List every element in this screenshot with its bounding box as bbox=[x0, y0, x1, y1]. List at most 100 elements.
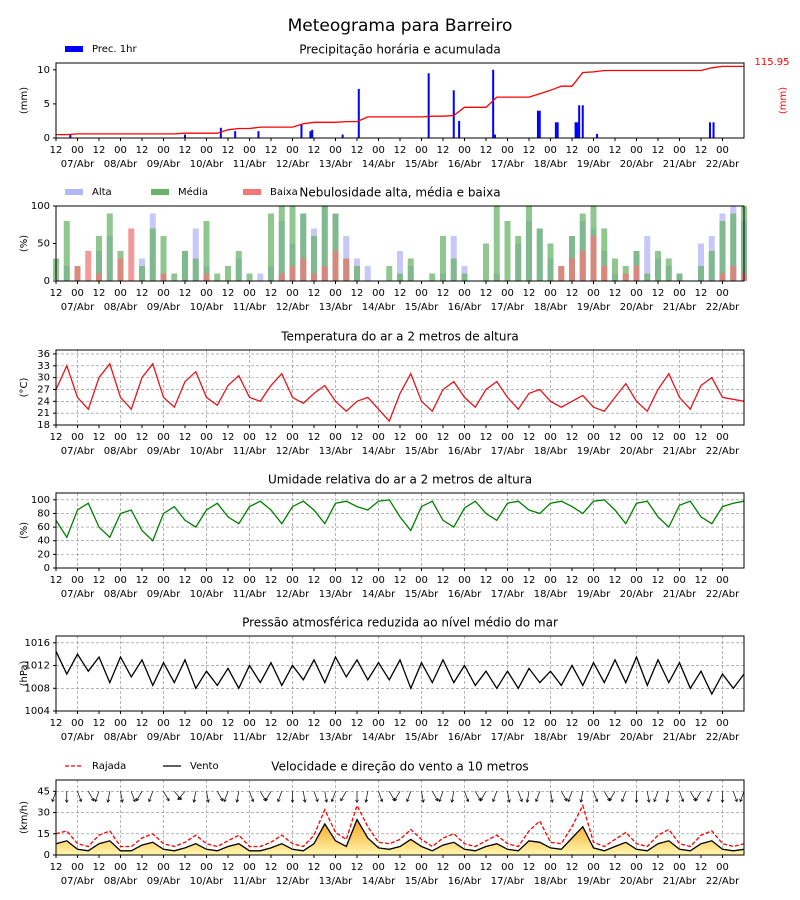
bar bbox=[676, 273, 683, 281]
wind-arrow bbox=[406, 791, 412, 803]
y-tick-label: 100 bbox=[31, 495, 50, 506]
x-tick-label: 00 bbox=[458, 575, 471, 586]
x-tick-label: 12 bbox=[351, 432, 364, 443]
x-tick-label: 00 bbox=[243, 575, 256, 586]
wind-arrow bbox=[720, 791, 725, 803]
y-tick-label: 0 bbox=[44, 563, 50, 574]
bar bbox=[458, 120, 461, 138]
x-tick-label: 12 bbox=[136, 145, 149, 156]
date-label: 19/Abr bbox=[577, 159, 611, 170]
x-tick-label: 12 bbox=[437, 575, 450, 586]
x-tick-label: 00 bbox=[544, 288, 557, 299]
x-tick-label: 12 bbox=[652, 288, 665, 299]
date-label: 11/Abr bbox=[233, 446, 267, 457]
x-tick-label: 00 bbox=[458, 862, 471, 873]
bar bbox=[576, 122, 579, 138]
date-label: 18/Abr bbox=[534, 302, 568, 313]
y-tick-label: 10 bbox=[37, 65, 50, 76]
bar bbox=[504, 221, 511, 281]
bar bbox=[644, 273, 651, 281]
date-label: 14/Abr bbox=[362, 159, 396, 170]
y-axis-label: (°C) bbox=[19, 378, 30, 398]
x-tick-label: 12 bbox=[351, 718, 364, 729]
bar bbox=[558, 266, 565, 281]
bar bbox=[538, 110, 541, 138]
date-label: 22/Abr bbox=[706, 446, 740, 457]
date-label: 21/Abr bbox=[663, 876, 697, 887]
x-tick-label: 00 bbox=[372, 288, 385, 299]
wind-arrow bbox=[474, 791, 482, 802]
bar bbox=[214, 273, 221, 281]
x-tick-label: 00 bbox=[630, 575, 643, 586]
date-label: 15/Abr bbox=[405, 446, 439, 457]
wind-arrow bbox=[94, 791, 100, 803]
x-tick-label: 12 bbox=[695, 145, 708, 156]
x-tick-label: 00 bbox=[415, 145, 428, 156]
date-label: 11/Abr bbox=[233, 589, 267, 600]
bar bbox=[203, 273, 210, 281]
chart-title: Pressão atmosférica reduzida ao nível mé… bbox=[242, 616, 558, 630]
wind-arrow bbox=[492, 791, 498, 803]
bar bbox=[289, 206, 296, 281]
x-tick-label: 12 bbox=[93, 862, 106, 873]
x-tick-label: 00 bbox=[114, 432, 127, 443]
date-label: 17/Abr bbox=[491, 159, 525, 170]
date-label: 20/Abr bbox=[620, 876, 654, 887]
bar bbox=[289, 266, 296, 281]
wind-arrow bbox=[665, 791, 670, 803]
x-tick-label: 12 bbox=[50, 575, 63, 586]
y-tick-label: 15 bbox=[37, 829, 50, 840]
y-tick-label: 0 bbox=[44, 133, 50, 144]
wind-arrow bbox=[679, 791, 685, 803]
x-tick-label: 12 bbox=[652, 718, 665, 729]
wind-arrow bbox=[364, 791, 369, 803]
date-label: 10/Abr bbox=[190, 446, 224, 457]
bar bbox=[234, 131, 237, 138]
bar bbox=[612, 258, 618, 281]
x-tick-label: 00 bbox=[114, 862, 127, 873]
x-tick-label: 12 bbox=[50, 432, 63, 443]
bar bbox=[536, 228, 543, 281]
x-tick-label: 00 bbox=[157, 718, 170, 729]
x-tick-label: 00 bbox=[673, 145, 686, 156]
x-tick-label: 00 bbox=[716, 145, 729, 156]
x-tick-label: 00 bbox=[630, 288, 643, 299]
date-label: 10/Abr bbox=[190, 876, 224, 887]
x-tick-label: 12 bbox=[222, 145, 235, 156]
date-label: 20/Abr bbox=[620, 732, 654, 743]
x-tick-label: 12 bbox=[179, 718, 192, 729]
date-label: 15/Abr bbox=[405, 159, 439, 170]
x-tick-label: 00 bbox=[630, 862, 643, 873]
legend-swatch bbox=[65, 46, 83, 52]
plot-frame bbox=[55, 349, 745, 426]
x-tick-label: 00 bbox=[630, 432, 643, 443]
x-tick-label: 12 bbox=[695, 862, 708, 873]
x-tick-label: 00 bbox=[544, 575, 557, 586]
wind-arrow bbox=[621, 791, 627, 803]
bar bbox=[74, 266, 81, 281]
date-label: 10/Abr bbox=[190, 589, 224, 600]
x-tick-label: 12 bbox=[394, 718, 407, 729]
x-tick-label: 00 bbox=[501, 718, 514, 729]
wind-arrow bbox=[535, 791, 541, 803]
x-tick-label: 12 bbox=[609, 862, 622, 873]
x-tick-label: 12 bbox=[179, 862, 192, 873]
date-label: 13/Abr bbox=[319, 732, 353, 743]
date-label: 14/Abr bbox=[362, 876, 396, 887]
bar bbox=[357, 88, 360, 138]
y-tick-label: 36 bbox=[37, 349, 50, 360]
bar bbox=[354, 266, 360, 281]
x-tick-label: 00 bbox=[415, 862, 428, 873]
x-tick-label: 00 bbox=[243, 432, 256, 443]
x-tick-label: 00 bbox=[200, 288, 213, 299]
bar bbox=[655, 251, 661, 281]
y-tick-label: 40 bbox=[37, 536, 50, 547]
x-tick-label: 12 bbox=[50, 718, 63, 729]
legend-swatch bbox=[243, 189, 261, 195]
x-tick-label: 00 bbox=[415, 718, 428, 729]
date-label: 17/Abr bbox=[491, 732, 525, 743]
x-tick-label: 12 bbox=[566, 288, 579, 299]
x-tick-label: 12 bbox=[480, 718, 493, 729]
date-label: 12/Abr bbox=[276, 302, 310, 313]
plot-frame bbox=[55, 779, 745, 856]
